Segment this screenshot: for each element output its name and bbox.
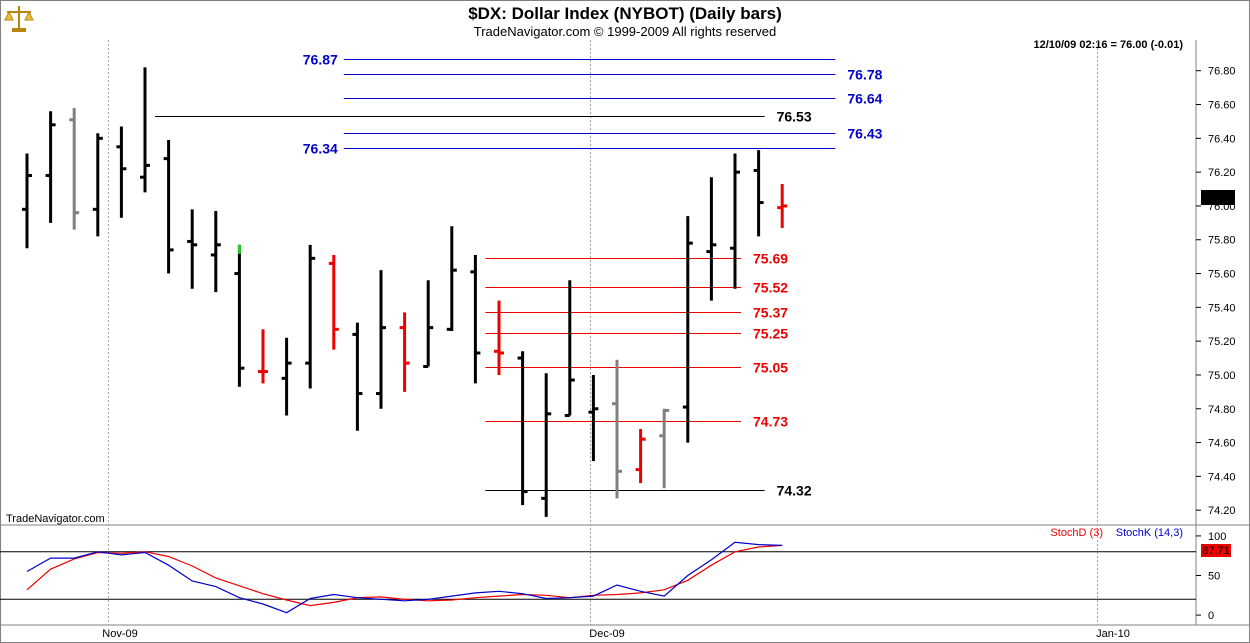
ohlc-bar <box>258 329 268 384</box>
price-level-label: 76.43 <box>847 126 882 142</box>
ohlc-bar <box>92 133 103 237</box>
price-bars <box>22 67 788 517</box>
price-level-label: 76.87 <box>303 52 338 68</box>
price-level-label: 75.25 <box>753 326 788 342</box>
ohlc-bar <box>187 209 198 289</box>
stoch-tick-label: 100 <box>1208 531 1226 543</box>
price-level-label: 76.53 <box>777 109 812 125</box>
price-tick-label: 75.60 <box>1208 269 1236 281</box>
ohlc-bar <box>234 244 245 387</box>
price-level-label: 76.78 <box>847 67 882 83</box>
ohlc-bar <box>446 226 457 332</box>
time-axis-label: Dec-09 <box>589 628 624 640</box>
price-tick-label: 75.00 <box>1208 370 1236 382</box>
price-levels: 76.87 76.78 76.64 76.53 76.43 76.34 75.69 75.52… <box>155 52 883 499</box>
stoch-tick-label: 50 <box>1208 571 1220 583</box>
ohlc-bar <box>69 107 80 230</box>
ohlc-bar <box>281 337 292 416</box>
stoch-last-box <box>1201 544 1231 557</box>
ohlc-bar <box>753 150 764 237</box>
ohlc-bar <box>730 153 740 289</box>
ohlc-bar <box>399 312 410 392</box>
price-level-label: 75.05 <box>753 360 788 376</box>
ohlc-bar <box>116 126 127 218</box>
price-level-label: 76.34 <box>303 141 338 157</box>
stoch-last-label: 87.71 <box>1202 545 1230 557</box>
price-tick-label: 76.60 <box>1208 100 1236 112</box>
time-axis-label: Nov-09 <box>102 628 137 640</box>
ohlc-bar <box>22 153 32 249</box>
scales-icon <box>4 6 34 32</box>
ohlc-bar <box>305 244 316 389</box>
ohlc-bar <box>635 429 646 484</box>
copyright-subtitle: TradeNavigator.com © 1999-2009 All right… <box>474 24 776 39</box>
time-axis-label: Jan-10 <box>1096 628 1130 640</box>
price-axis: 76.80 76.60 76.40 76.20 76.00 75.80 75.60 75.40… <box>1196 66 1236 517</box>
price-level-label: 75.52 <box>753 280 788 296</box>
price-level-label: 76.64 <box>847 91 882 107</box>
ohlc-bar <box>45 111 56 223</box>
price-tick-label: 76.20 <box>1208 167 1236 179</box>
ohlc-bar <box>140 67 150 193</box>
time-axis: Nov-09 Dec-09 Jan-10 <box>102 628 1130 640</box>
price-tick-label: 76.40 <box>1208 133 1236 145</box>
price-tick-label: 74.80 <box>1208 404 1236 416</box>
price-tick-label: 75.80 <box>1208 235 1236 247</box>
ohlc-bar <box>423 280 434 369</box>
ohlc-bar <box>517 351 528 506</box>
last-quote: 12/10/09 02:16 = 76.00 (-0.01) <box>1033 39 1183 51</box>
price-level-label: 75.37 <box>753 305 788 321</box>
ohlc-bar <box>352 322 363 431</box>
price-tick-label: 74.40 <box>1208 471 1236 483</box>
ohlc-bar <box>612 359 622 499</box>
ohlc-bar <box>588 374 599 462</box>
ohlc-bar <box>659 408 670 489</box>
ohlc-bar <box>470 254 481 384</box>
ohlc-bar <box>564 280 575 418</box>
chart-title: $DX: Dollar Index (NYBOT) (Daily bars) <box>468 4 782 23</box>
ohlc-bar <box>328 254 339 350</box>
stochastic-panel: 100 50 0 <box>0 531 1226 622</box>
price-tick-label: 75.40 <box>1208 302 1236 314</box>
price-level-label: 74.32 <box>777 483 812 499</box>
stoch-series-line <box>26 541 783 614</box>
last-price-box <box>1201 190 1235 205</box>
ohlc-bar <box>494 300 504 375</box>
price-tick-label: 74.60 <box>1208 438 1236 450</box>
last-price-label: 76.00 <box>1204 193 1232 205</box>
stoch-series-line <box>26 544 783 607</box>
price-level-label: 74.73 <box>753 414 788 430</box>
ohlc-bar <box>163 140 174 274</box>
ohlc-bar <box>210 211 221 293</box>
grid <box>108 40 1098 625</box>
price-tick-label: 76.80 <box>1208 66 1236 78</box>
legend-stochd: StochD (3) <box>1050 527 1103 539</box>
ohlc-bar <box>541 373 552 517</box>
price-level-label: 75.69 <box>753 251 788 267</box>
watermark: TradeNavigator.com <box>6 513 105 525</box>
legend-stochk: StochK (14,3) <box>1116 527 1183 539</box>
price-tick-label: 74.20 <box>1208 505 1236 517</box>
price-tick-label: 75.20 <box>1208 336 1236 348</box>
ohlc-bar <box>376 270 386 409</box>
ohlc-bar <box>777 183 788 228</box>
ohlc-bar <box>706 177 717 301</box>
ohlc-bar <box>682 216 693 443</box>
stoch-tick-label: 0 <box>1208 610 1214 622</box>
